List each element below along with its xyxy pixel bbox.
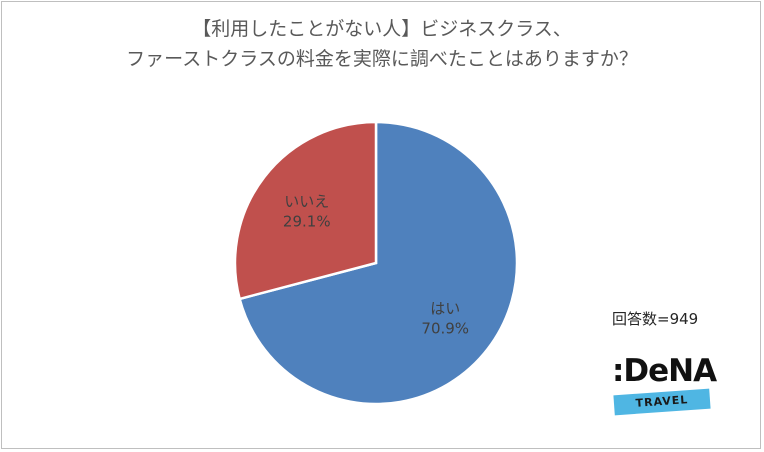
slice-label-yes: はい (430, 299, 460, 317)
pie-slice-no (233, 120, 378, 301)
logo-travel-band: TRAVEL (613, 388, 711, 416)
dena-travel-logo: :DeNA TRAVEL (612, 353, 717, 422)
slice-label-no: いいえ (284, 193, 329, 211)
chart-title-line-1: 【利用したことがない人】ビジネスクラス、 (192, 18, 572, 40)
slice-value-no: 29.1% (283, 213, 331, 231)
slice-value-yes: 70.9% (421, 319, 469, 337)
chart-title-line-2: ファーストクラスの料金を実際に調べたことはありますか？ (126, 48, 638, 70)
pie-slices (233, 120, 519, 406)
chart-title: 【利用したことがない人】ビジネスクラス、 ファーストクラスの料金を実際に調べたこ… (0, 14, 764, 74)
pie-labels: はい 70.9% いいえ 29.1% (283, 193, 469, 338)
pie-slice-yes (238, 120, 519, 406)
respondent-count: 回答数=949 (612, 310, 699, 328)
logo-wordmark: :DeNA (612, 353, 717, 389)
